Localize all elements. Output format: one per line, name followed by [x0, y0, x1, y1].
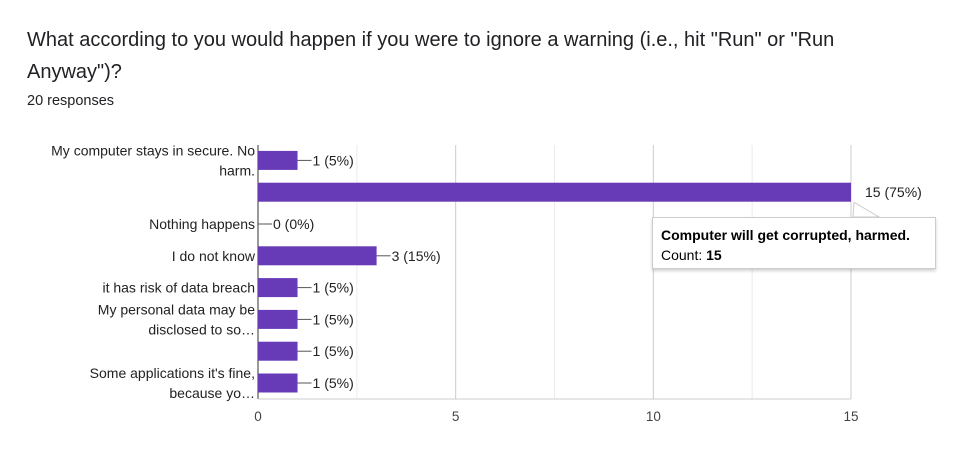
value-label: 15 (75%) [865, 184, 922, 200]
category-label: Some applications it's fine, [90, 365, 255, 381]
x-tick-label: 10 [646, 409, 661, 424]
response-count: 20 responses [27, 93, 115, 109]
category-label: My computer stays in secure. No [51, 142, 255, 158]
bar [258, 373, 298, 393]
value-label: 3 (15%) [392, 248, 441, 264]
bar [258, 150, 298, 170]
value-label: 1 (5%) [313, 152, 354, 168]
category-label: because yo… [169, 385, 255, 401]
category-label: disclosed to so… [148, 321, 255, 337]
value-label: 1 (5%) [313, 375, 354, 391]
question-title: What according to you would happen if yo… [27, 29, 835, 83]
value-label: 1 (5%) [313, 311, 354, 327]
category-label: My personal data may be [98, 301, 255, 317]
value-label: 1 (5%) [313, 280, 354, 296]
category-label: harm. [219, 162, 255, 178]
chart-tooltip: Computer will get corrupted, harmed. Cou… [652, 217, 936, 269]
bar [258, 278, 298, 298]
value-label: 1 (5%) [313, 343, 354, 359]
chart-labels: 0 5 10 15 1 (5%) My computer stays in secure.… [51, 142, 922, 424]
bar [258, 246, 377, 266]
tooltip-count: Count: 15 [661, 245, 927, 265]
category-label: I do not know [172, 248, 256, 264]
x-tick-label: 15 [843, 409, 858, 424]
category-label: Nothing happens [149, 216, 255, 232]
value-label: 0 (0%) [273, 216, 314, 232]
category-label: it has risk of data breach [102, 280, 255, 296]
tooltip-count-value: 15 [706, 247, 722, 263]
tooltip-pointer [852, 201, 881, 218]
tooltip-count-label: Count: [661, 247, 707, 263]
tooltip-title: Computer will get corrupted, harmed. [661, 227, 910, 243]
bar [258, 341, 298, 361]
bar [258, 182, 851, 202]
x-tick-label: 0 [254, 409, 262, 424]
bar [258, 309, 298, 329]
chart-bars [258, 150, 851, 393]
x-tick-label: 5 [452, 409, 460, 424]
